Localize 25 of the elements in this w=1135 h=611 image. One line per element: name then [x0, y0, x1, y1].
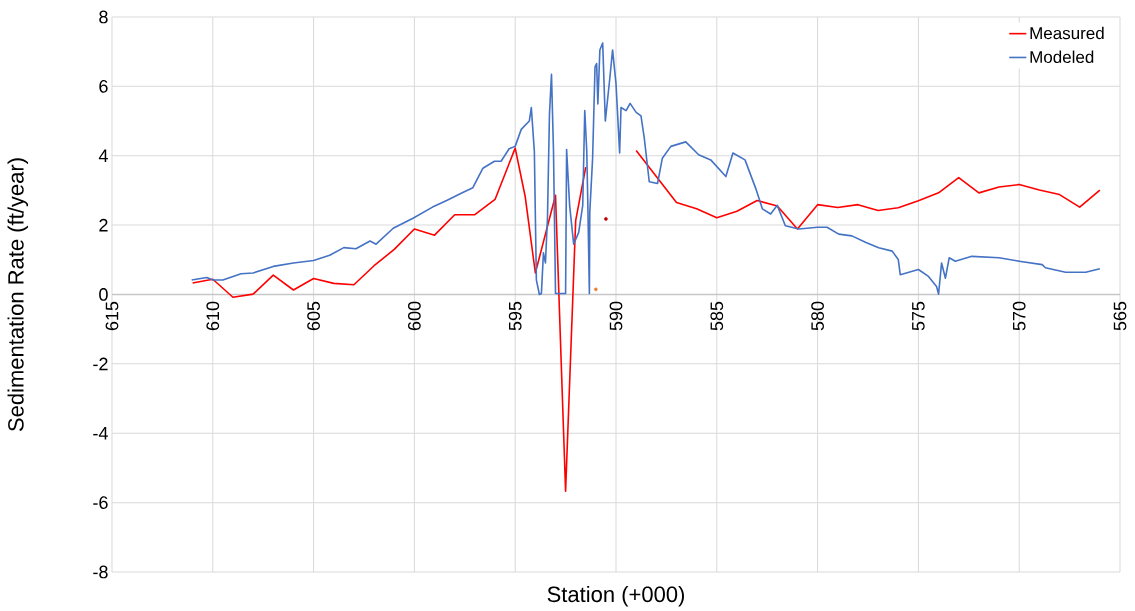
- y-tick-label: -2: [93, 357, 108, 371]
- y-tick-label: -6: [93, 496, 108, 509]
- legend-label: Measured: [1030, 26, 1104, 40]
- x-tick-label: 605: [307, 301, 320, 331]
- x-tick-label: 565: [1113, 301, 1127, 331]
- y-tick-label: 6: [99, 79, 108, 93]
- y-tick-label: -8: [93, 565, 108, 579]
- x-tick-label: 600: [408, 301, 421, 331]
- y-tick-label: 8: [99, 10, 108, 24]
- x-tick-label: 570: [1012, 301, 1026, 331]
- x-tick-label: 615: [105, 301, 119, 331]
- line-series: [190, 42, 1101, 296]
- legend-label: Modeled: [1030, 50, 1094, 64]
- x-axis-title: Station (+000): [547, 585, 685, 607]
- y-tick-label: 0: [99, 288, 108, 301]
- x-tick-label: 580: [811, 301, 824, 331]
- y-axis-title: Sedimentation Rate (ft/year): [7, 158, 29, 432]
- x-tick-label: 585: [710, 301, 724, 331]
- x-tick-label: 595: [508, 301, 522, 331]
- x-tick-label: 575: [912, 301, 925, 331]
- y-tick-label: 2: [99, 218, 108, 232]
- x-tick-label: 610: [206, 301, 220, 331]
- y-tick-label: -4: [93, 427, 108, 440]
- y-tick-label: 4: [98, 149, 108, 162]
- x-tick-label: 590: [609, 301, 623, 331]
